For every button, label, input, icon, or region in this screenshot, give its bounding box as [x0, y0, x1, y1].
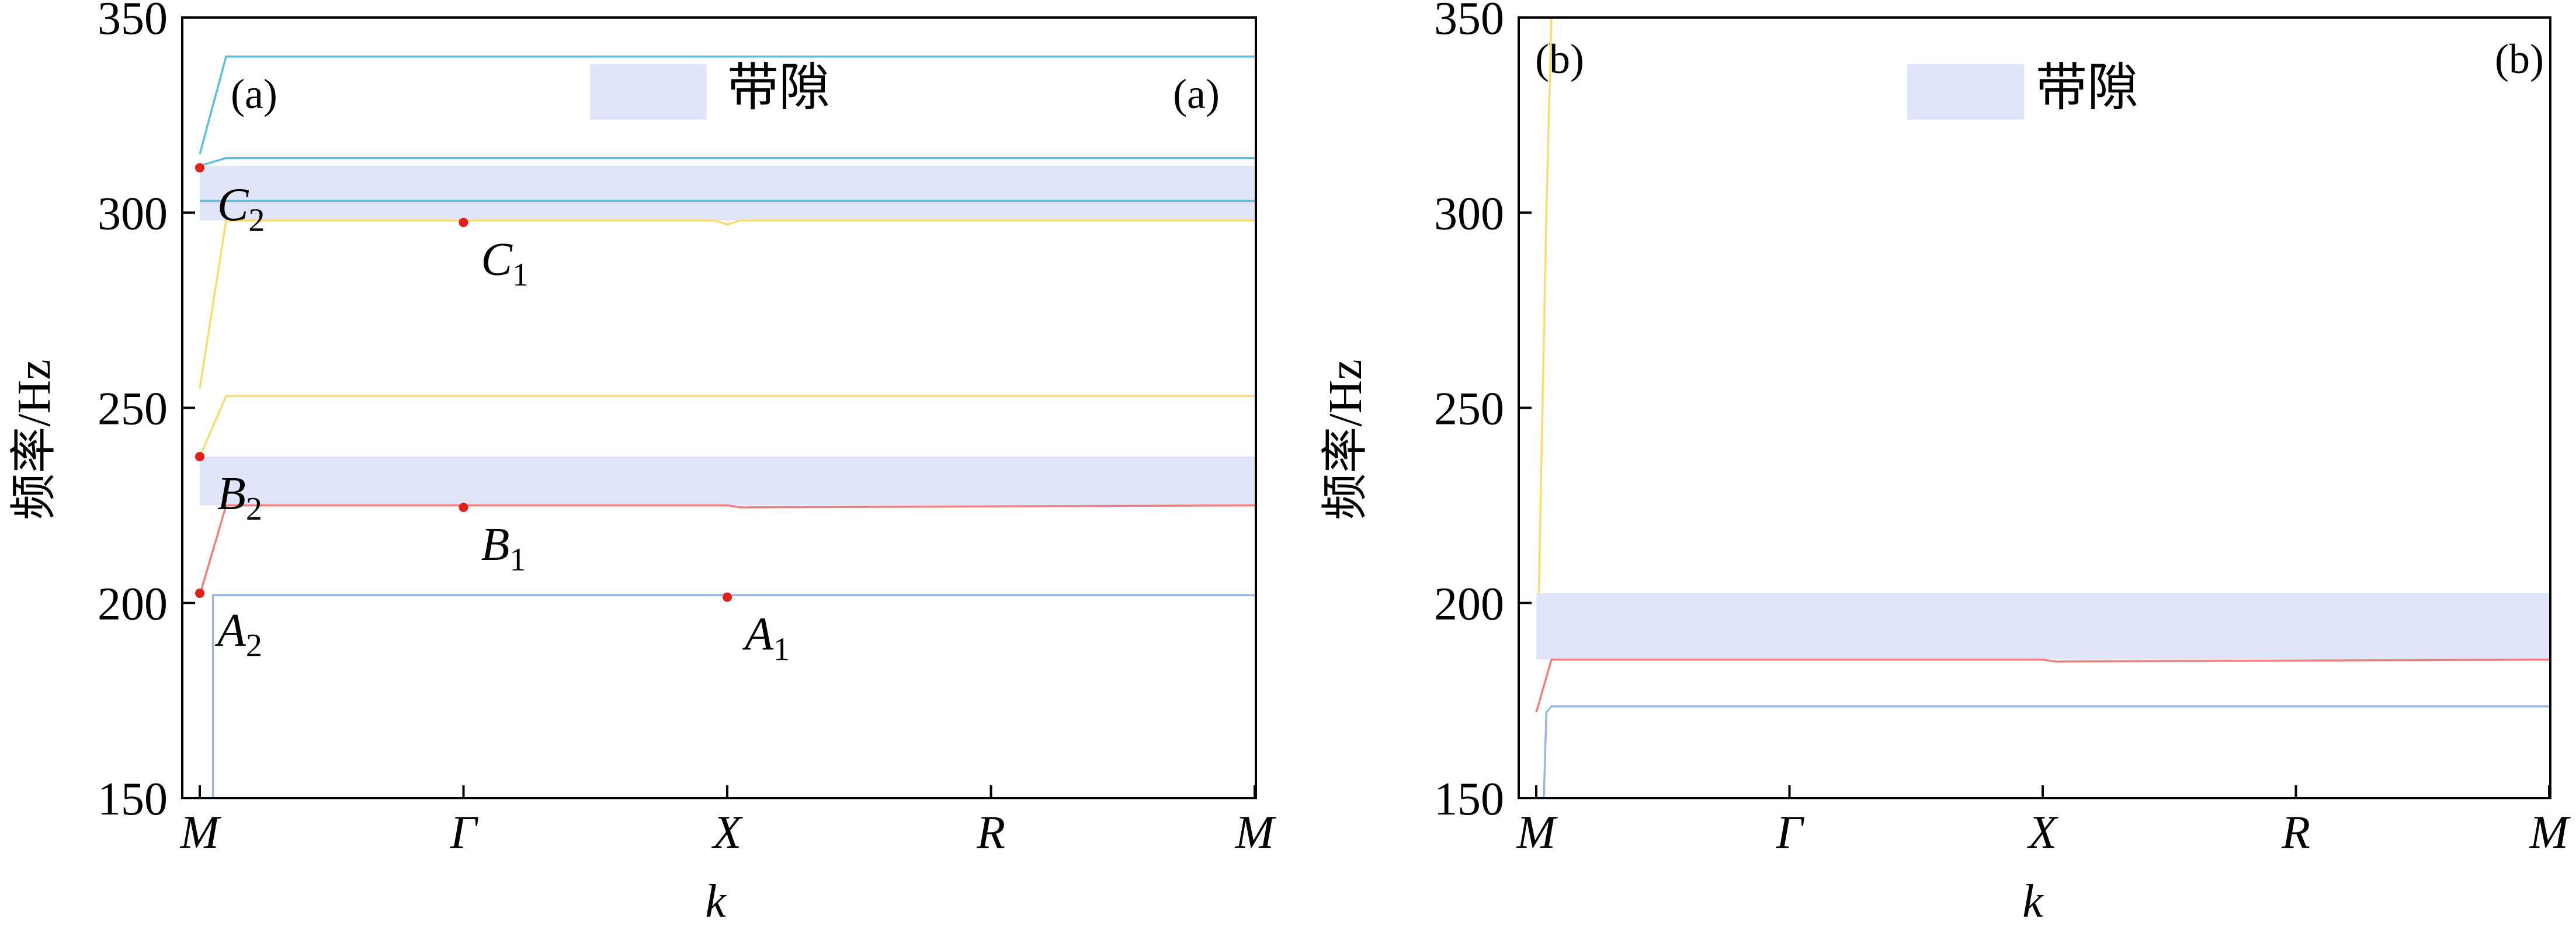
- panel-label-right: (b): [2495, 36, 2544, 82]
- series-line: [1537, 17, 1553, 594]
- band-gap-rect: [200, 166, 1255, 221]
- point-marker: [459, 217, 468, 227]
- series-line: [199, 219, 1255, 389]
- plot-frame: [181, 16, 1257, 799]
- y-axis-title: 频率/Hz: [9, 359, 60, 520]
- x-tick-label: Γ: [450, 807, 479, 858]
- panel-a: 频率/Hz k (a) (a) 带隙 A1A2B1B2C1C2150200250…: [9, 0, 1277, 926]
- x-tick-label: X: [711, 807, 744, 858]
- legend-swatch: [590, 64, 707, 120]
- panel-label-left: (b): [1535, 36, 1584, 82]
- point-marker: [195, 589, 204, 598]
- point-label: C1: [481, 234, 529, 293]
- series-line: [199, 55, 1255, 155]
- series-line: [1535, 658, 2550, 713]
- point-label: A2: [214, 605, 262, 664]
- panel-b: 频率/Hz k (b) (b) 带隙 150 200 250 300 350 M Γ X R M: [1320, 0, 2571, 926]
- panel-label-left: (a): [231, 71, 277, 117]
- band-gap-rect: [1536, 593, 2549, 660]
- panel-label-right: (a): [1173, 71, 1220, 117]
- point-label: B1: [481, 519, 526, 578]
- x-tick-label: X: [2027, 807, 2059, 858]
- x-tick-label: R: [2281, 807, 2310, 858]
- x-tick-label: M: [180, 807, 222, 858]
- point-marker: [195, 452, 204, 462]
- x-tick-label: M: [1516, 807, 1558, 858]
- y-tick-label: 300: [1434, 188, 1504, 239]
- x-axis-title: k: [2022, 876, 2044, 926]
- y-tick-label: 250: [1434, 384, 1504, 435]
- y-tick-label: 200: [98, 579, 168, 630]
- y-tick-label: 150: [1434, 774, 1504, 825]
- point-marker: [723, 592, 732, 602]
- y-tick-label: 300: [98, 188, 168, 239]
- x-tick-label: R: [976, 807, 1005, 858]
- series-line: [1543, 705, 2549, 799]
- series-line: [199, 156, 1255, 167]
- y-tick-label: 150: [98, 774, 168, 825]
- y-tick-label: 250: [98, 384, 168, 435]
- series-line: [200, 594, 1255, 799]
- plot-frame: [1518, 16, 2551, 799]
- point-marker: [459, 502, 468, 512]
- point-label: A1: [742, 609, 790, 668]
- x-tick-label: Γ: [1776, 807, 1805, 858]
- series-line: [199, 504, 1255, 596]
- y-tick-label: 200: [1434, 579, 1504, 630]
- series-line: [199, 395, 1255, 457]
- y-tick-label: 350: [1434, 0, 1504, 44]
- legend-swatch: [1907, 64, 2024, 120]
- x-axis-title: k: [705, 876, 727, 926]
- y-tick-label: 350: [98, 0, 168, 44]
- point-marker: [195, 163, 204, 173]
- legend-label: 带隙: [2036, 60, 2138, 117]
- band-gap-rect: [200, 457, 1255, 506]
- y-axis-title: 频率/Hz: [1320, 359, 1372, 520]
- x-tick-label: M: [1235, 807, 1277, 858]
- x-tick-label: M: [2529, 807, 2571, 858]
- legend-label: 带隙: [727, 60, 830, 117]
